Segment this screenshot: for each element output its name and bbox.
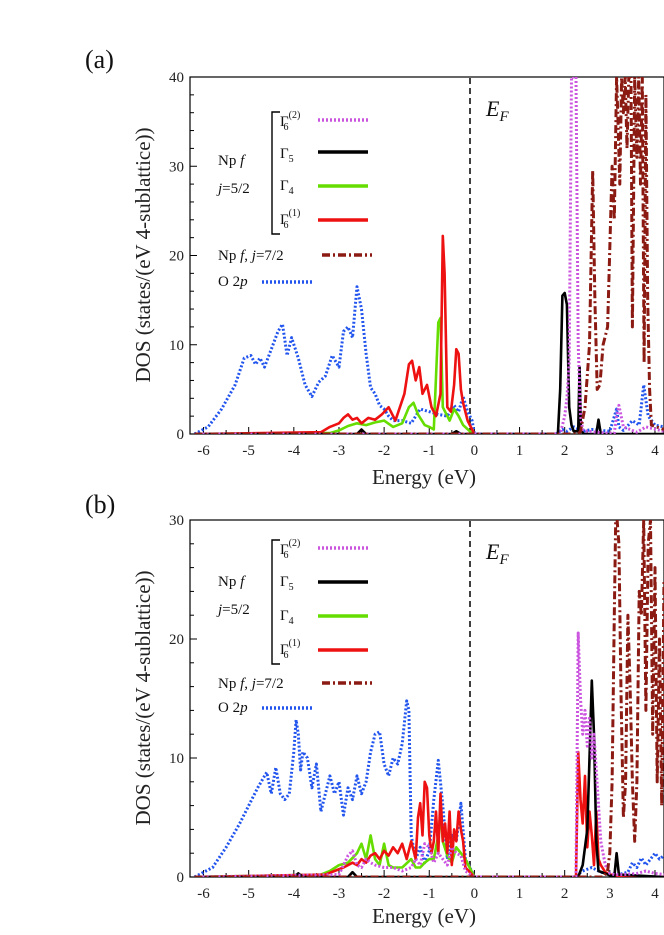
panel-a-series-gamma4 <box>194 316 476 434</box>
panel-a-ylabel: DOS (states/(eV 4-sublattice)) <box>131 127 155 382</box>
panel-b-series-gamma6-2 <box>194 631 664 877</box>
legend-gamma4-label: Γ4 <box>280 608 294 627</box>
legend-bracket <box>271 539 280 665</box>
legend-gamma6-1-label: Γ(1) 6 <box>280 638 300 661</box>
panel-b-ytick-label: 30 <box>169 513 184 529</box>
legend-gamma6-2-label: Γ(2) 6 <box>280 538 300 561</box>
panel-b-label: (b) <box>85 490 115 519</box>
panel-a-label: (a) <box>85 45 114 74</box>
legend-o2p: O 2p <box>218 274 248 290</box>
panel-b-fermi-label: EF <box>485 539 509 568</box>
panel-b-xtick-label: 4 <box>651 886 659 902</box>
panel-b-series-o2p <box>193 699 664 877</box>
panel-a-ytick-label: 20 <box>169 249 184 265</box>
panel-b-xlabel: Energy (eV) <box>372 904 476 928</box>
panel-b: (b) -6 -5 -4 -3 -2 -1 0 1 2 3 4 0 10 20 30 EF Energy (… <box>85 490 664 928</box>
panel-a-xtick-label: 0 <box>471 443 479 459</box>
panel-b-ytick-label: 0 <box>177 870 185 886</box>
panel-a-ytick-label: 40 <box>169 70 184 86</box>
panel-b-xtick-label: -4 <box>288 886 301 902</box>
legend-j52: j=5/2 <box>216 181 250 197</box>
panel-b-series <box>193 520 664 877</box>
panel-a-xtick-label: -4 <box>288 443 301 459</box>
panel-b-xtick-label: -2 <box>378 886 391 902</box>
panel-a-series <box>193 77 664 434</box>
panel-b-xtick-label: 0 <box>471 886 479 902</box>
panel-b-xtick-label: 1 <box>516 886 524 902</box>
panel-b-legend: Np f j=5/2 Γ(2) 6 Γ5 Γ4 Γ(1) 6 Np f, j=7/2… <box>216 538 372 716</box>
panel-a-series-j72 <box>194 77 664 434</box>
panel-b-series-gamma5 <box>194 679 664 877</box>
panel-a-xtick-label: 1 <box>516 443 524 459</box>
panel-a-xtick-label: -5 <box>242 443 255 459</box>
panel-b-ylabel: DOS (states/(eV 4-sublattice)) <box>131 570 155 825</box>
panel-b-series-j72 <box>194 520 664 877</box>
panel-b-xtick-label: -6 <box>197 886 210 902</box>
panel-a-xtick-label: 4 <box>651 443 659 459</box>
legend-npf-j72: Np f, j=7/2 <box>218 676 284 692</box>
panel-a-xtick-label: -6 <box>197 443 210 459</box>
panel-b-ytick-label: 20 <box>169 632 184 648</box>
panel-a-xtick-label: -2 <box>378 443 391 459</box>
legend-j52: j=5/2 <box>216 602 250 618</box>
panel-a-series-o2p <box>193 285 664 434</box>
legend-gamma5-label: Γ5 <box>280 146 294 165</box>
legend-bracket <box>271 111 280 235</box>
legend-gamma5-label: Γ5 <box>280 574 294 593</box>
panel-a-ytick-label: 30 <box>169 159 184 175</box>
panel-b-xtick-label: -3 <box>333 886 346 902</box>
panel-b-xtick-label: 3 <box>606 886 614 902</box>
panel-a-series-gamma6-1 <box>194 234 476 434</box>
panel-b-ytick-label: 10 <box>169 751 184 767</box>
panel-a-ytick-label: 10 <box>169 338 184 354</box>
panel-a-series-gamma6-2 <box>194 77 664 434</box>
panel-b-xtick-label: 2 <box>561 886 569 902</box>
panel-a-legend: Np f j=5/2 Γ(2) 6 Γ5 Γ4 Γ(1) 6 Np f, j=7/2… <box>216 110 372 290</box>
panel-a-fermi-label: EF <box>485 96 509 125</box>
panel-a-xtick-label: -3 <box>333 443 346 459</box>
legend-npf-j72: Np f, j=7/2 <box>218 248 284 264</box>
panel-b-ticks: -6 -5 -4 -3 -2 -1 0 1 2 3 4 0 10 20 30 <box>169 513 659 902</box>
panel-a-xlabel: Energy (eV) <box>372 465 476 489</box>
panel-a-series-gamma5 <box>194 291 664 434</box>
legend-gamma6-1-label: Γ(1) 6 <box>280 208 300 231</box>
legend-o2p: O 2p <box>218 700 248 716</box>
legend-np-f: Np f <box>218 153 246 169</box>
panel-b-xtick-label: -5 <box>242 886 255 902</box>
panel-a-xtick-label: 3 <box>606 443 614 459</box>
panel-a-xtick-label: 2 <box>561 443 569 459</box>
legend-gamma6-2-label: Γ(2) 6 <box>280 110 300 133</box>
panel-b-xtick-label: -1 <box>423 886 436 902</box>
panel-a-xtick-label: -1 <box>423 443 436 459</box>
panel-a-ytick-label: 0 <box>177 427 185 443</box>
legend-gamma4-label: Γ4 <box>280 178 294 197</box>
legend-np-f: Np f <box>218 574 246 590</box>
